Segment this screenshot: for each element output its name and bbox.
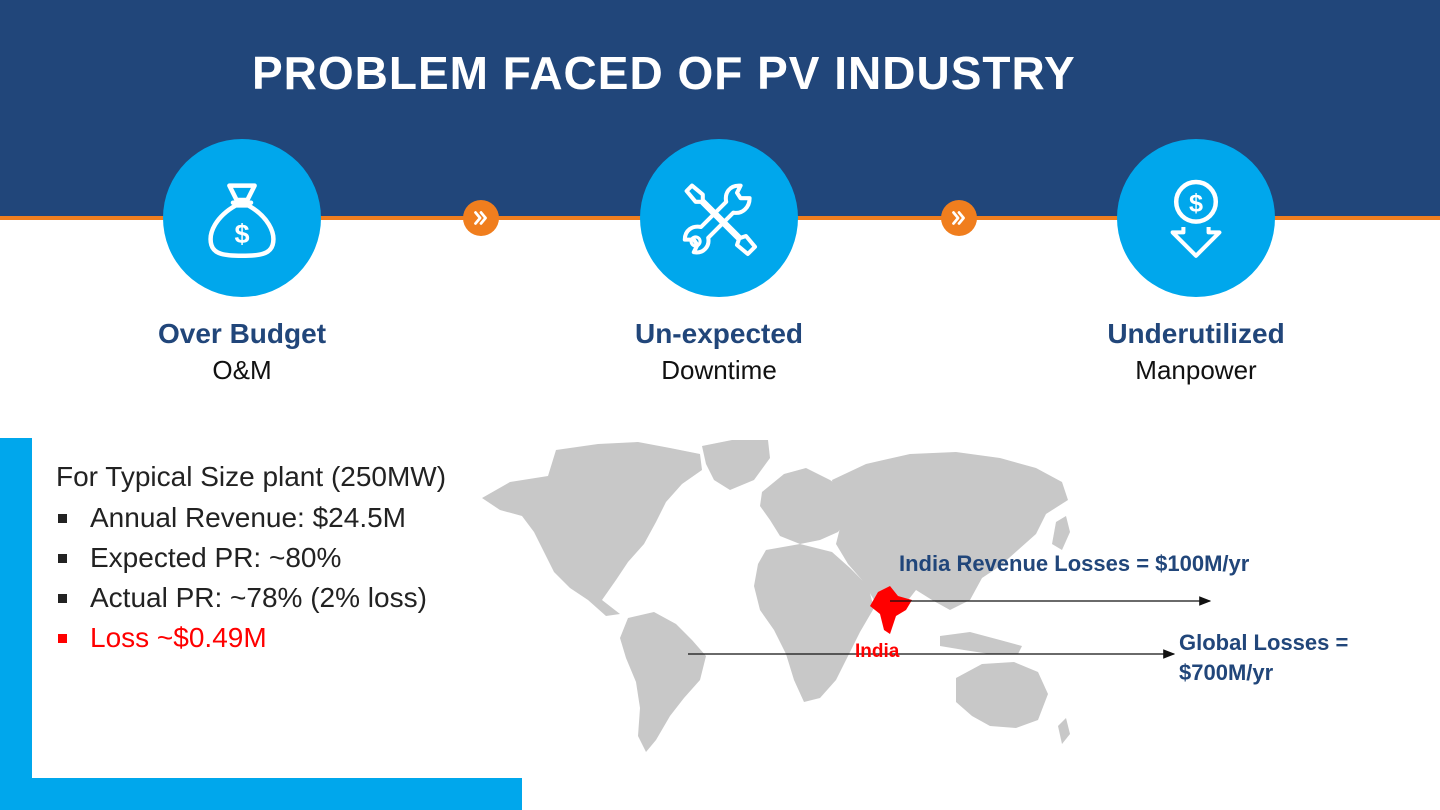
india-highlight-shape <box>870 586 912 634</box>
tools-icon <box>682 183 758 257</box>
page-title: PROBLEM FACED OF PV INDUSTRY <box>252 47 1076 99</box>
step-title: Over Budget <box>157 318 327 349</box>
step-subtitle: Manpower <box>1135 355 1257 385</box>
step-underutilized: Underutilized Manpower <box>1016 317 1376 389</box>
manpower-circle: $ <box>1117 139 1275 297</box>
list-item: Annual Revenue: $24.5M <box>56 499 506 536</box>
list-item: Expected PR: ~80% <box>56 539 506 576</box>
plant-info-list: Annual Revenue: $24.5M Expected PR: ~80%… <box>56 499 506 656</box>
double-chevron-right-icon <box>474 211 487 225</box>
japan-shape <box>1052 516 1070 550</box>
australia-shape <box>956 662 1048 728</box>
north-america-shape <box>482 442 702 616</box>
svg-text:$: $ <box>234 219 249 249</box>
asia-shape <box>832 452 1068 616</box>
step-subtitle: O&M <box>212 355 272 385</box>
new-zealand-shape <box>1058 718 1070 744</box>
accent-bar-left <box>0 438 32 810</box>
greenland-shape <box>702 440 770 490</box>
downtime-circle <box>640 139 798 297</box>
plant-info-panel: For Typical Size plant (250MW) Annual Re… <box>56 458 506 659</box>
loss-item: Loss ~$0.49M <box>56 619 506 656</box>
step-subtitle: Downtime <box>661 355 777 385</box>
south-america-shape <box>620 612 706 752</box>
plant-info-intro: For Typical Size plant (250MW) <box>56 461 447 492</box>
step-title: Un-expected <box>634 318 804 349</box>
over-budget-circle: $ <box>163 139 321 297</box>
step-over-budget: Over Budget O&M <box>62 317 422 389</box>
accent-bar-bottom <box>0 778 522 810</box>
step-title: Underutilized <box>1107 318 1285 349</box>
indonesia-shape <box>940 632 1022 654</box>
india-losses-label: India Revenue Losses = $100M/yr <box>899 551 1250 576</box>
money-bag-icon: $ <box>208 183 276 259</box>
world-map <box>482 440 1070 752</box>
europe-shape <box>760 468 852 544</box>
africa-shape <box>754 544 874 702</box>
double-chevron-right-icon <box>952 211 965 225</box>
connector-1 <box>463 200 499 236</box>
list-item: Actual PR: ~78% (2% loss) <box>56 579 506 616</box>
step-un-expected: Un-expected Downtime <box>539 317 899 389</box>
global-losses-label-line2: $700M/yr <box>1179 660 1274 685</box>
global-losses-label-line1: Global Losses = <box>1179 630 1349 655</box>
svg-text:$: $ <box>1189 190 1203 218</box>
india-map-label: India <box>855 641 900 662</box>
connector-2 <box>941 200 977 236</box>
dollar-down-arrow-icon: $ <box>1170 179 1222 258</box>
